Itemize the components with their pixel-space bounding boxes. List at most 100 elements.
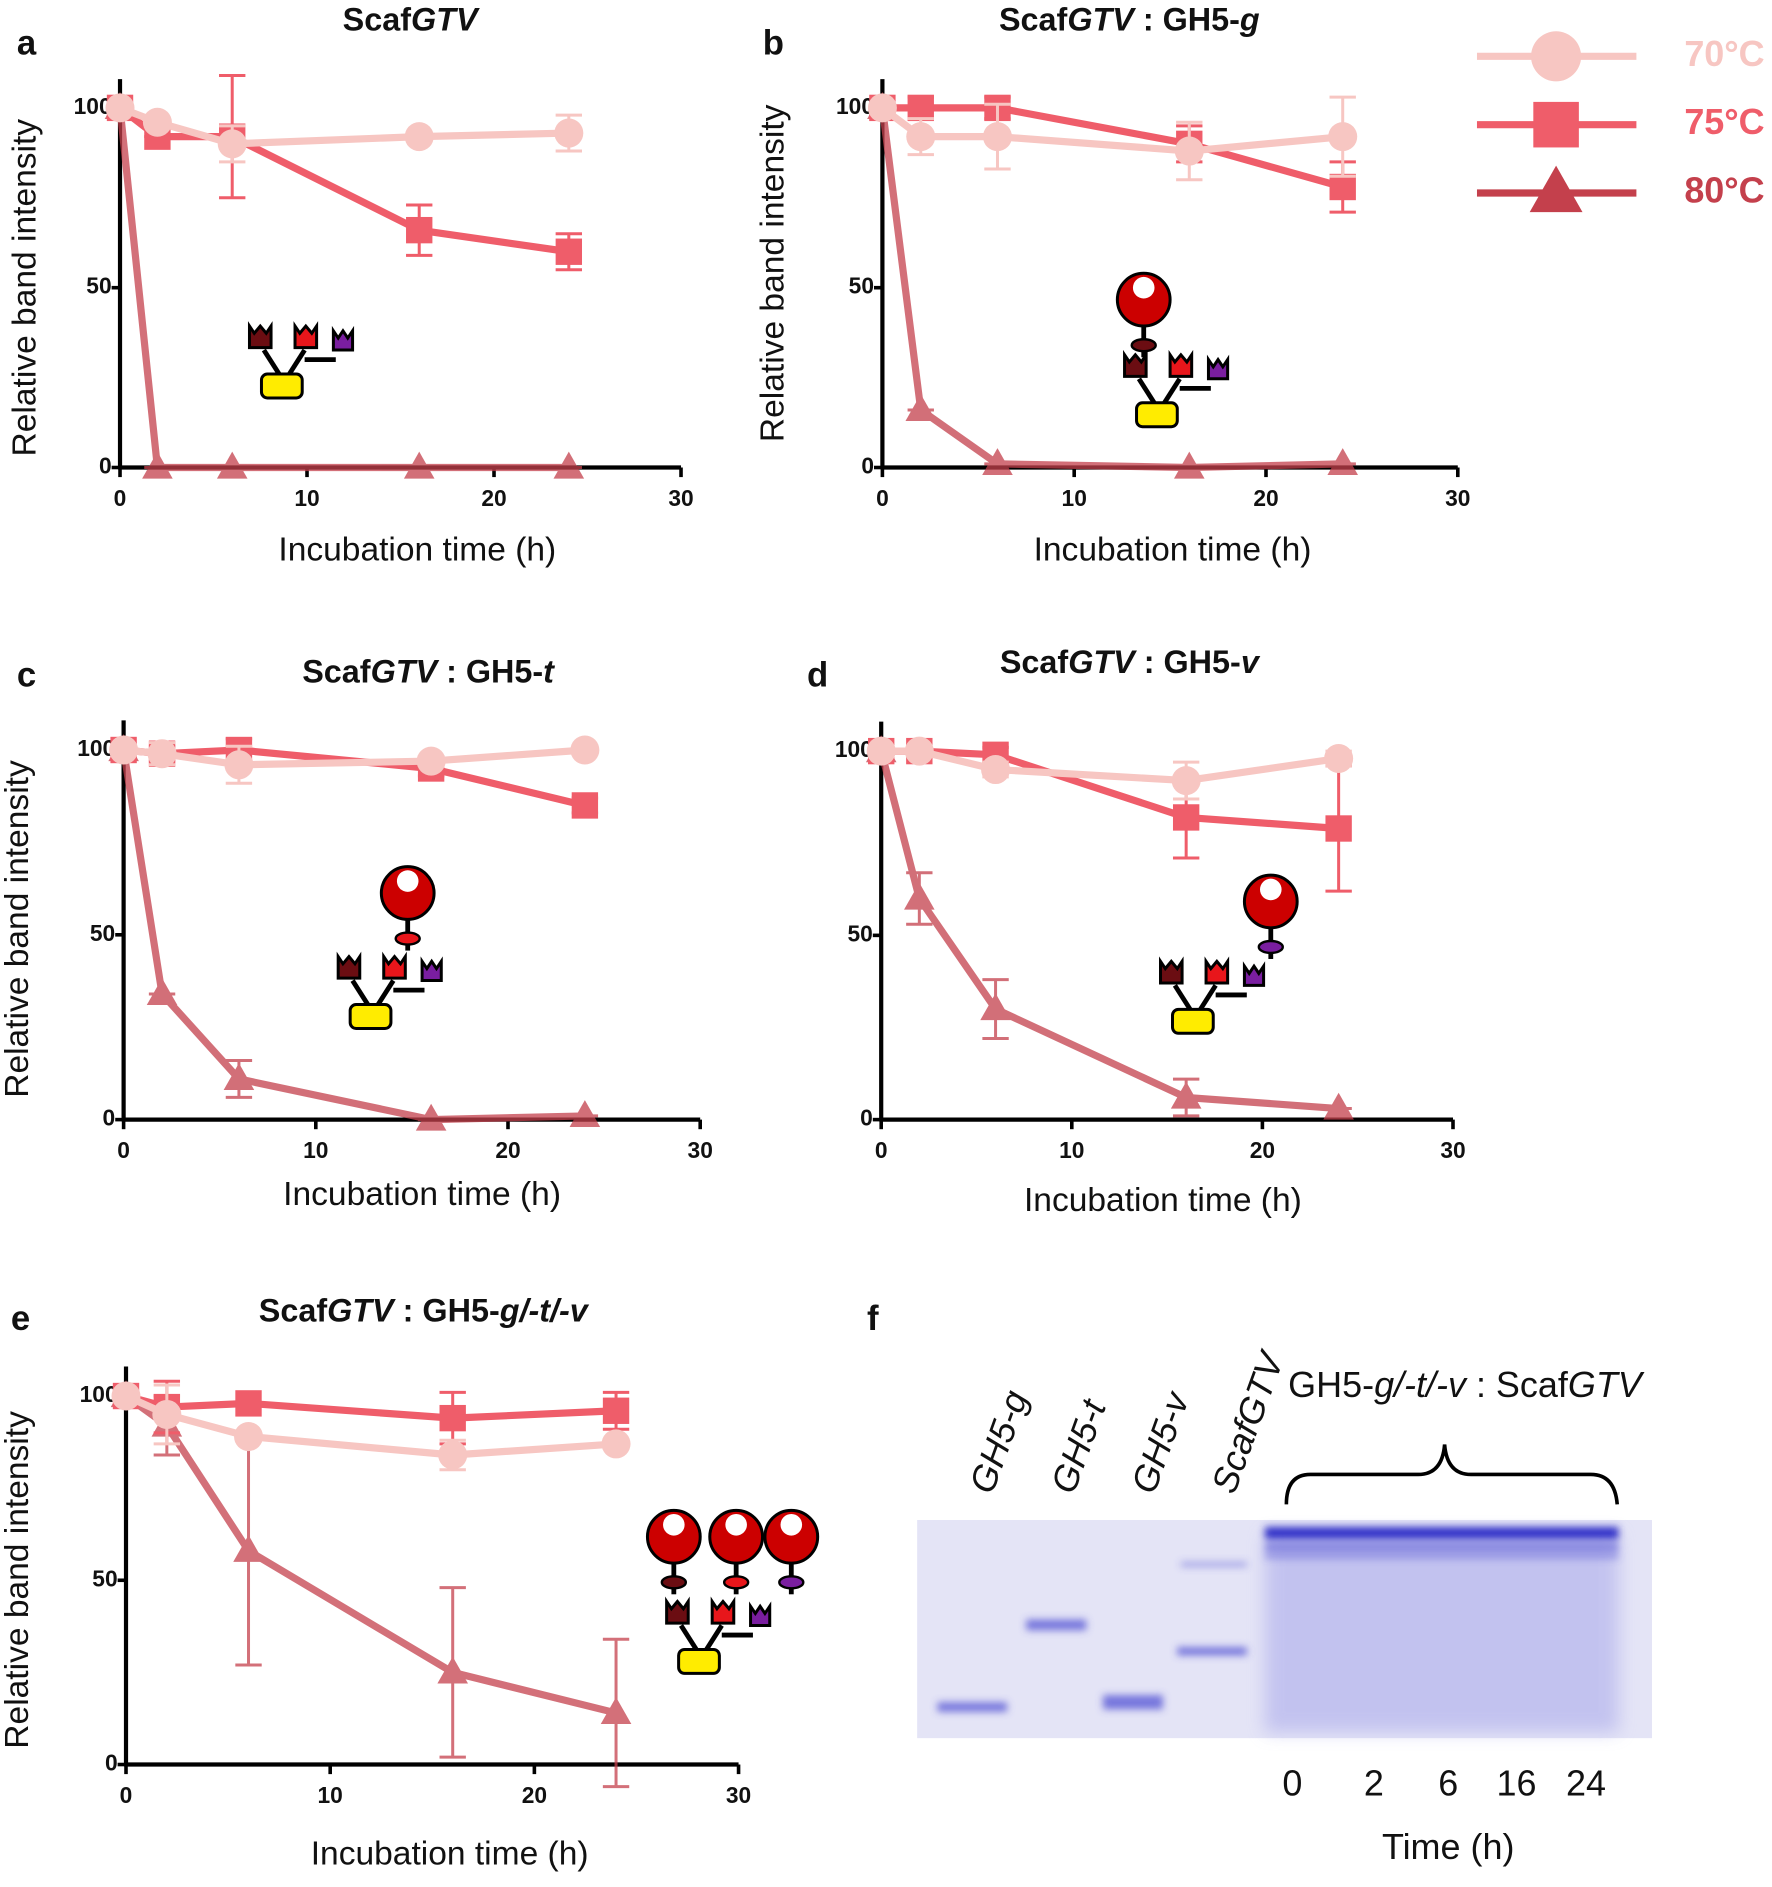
gel-header-part: GTV xyxy=(1568,1363,1645,1404)
x-tick-label: 20 xyxy=(481,485,506,511)
chart-title-part: GTV xyxy=(371,653,440,689)
y-tick-label: 100 xyxy=(836,93,874,119)
chart-title: ScafGTV : GH5-v xyxy=(1000,644,1261,680)
time-label: 16 xyxy=(1497,1763,1537,1804)
chart-title-part: GTV xyxy=(1067,1,1136,37)
data-point xyxy=(601,1429,631,1459)
x-tick-label: 10 xyxy=(1062,485,1087,511)
x-tick-label: 20 xyxy=(1253,485,1278,511)
data-point xyxy=(1170,1081,1202,1109)
gel-header: GH5-g/-t/-v : ScafGTV xyxy=(1288,1363,1645,1404)
data-point xyxy=(569,1100,601,1127)
x-tick-label: 30 xyxy=(1440,1137,1465,1163)
series xyxy=(869,94,1356,214)
series xyxy=(867,93,1358,182)
data-point xyxy=(403,451,435,479)
data-point xyxy=(982,448,1013,475)
x-tick-label: 0 xyxy=(875,1137,888,1163)
x-axis-title: Incubation time (h) xyxy=(311,1835,589,1872)
chart-title-part: Scaf xyxy=(259,1292,328,1328)
chart-title-part: : GH5- xyxy=(437,653,543,689)
data-point xyxy=(602,1397,630,1424)
gel-header-part: GH5- xyxy=(1288,1363,1374,1404)
y-axis-title: Relative band intensity xyxy=(754,104,791,442)
chart-title-part: g/-t/-v xyxy=(499,1292,590,1328)
data-point xyxy=(905,394,937,422)
data-point xyxy=(554,118,584,148)
data-point xyxy=(142,451,173,479)
data-point xyxy=(1328,122,1358,152)
series-line xyxy=(116,107,569,472)
series-line xyxy=(881,747,1340,785)
y-tick-label: 50 xyxy=(86,273,111,299)
data-point xyxy=(404,122,434,152)
data-point xyxy=(867,93,897,123)
panel-letter: a xyxy=(17,25,37,63)
data-point xyxy=(570,735,600,765)
data-point xyxy=(1323,1092,1354,1120)
data-point xyxy=(438,1440,468,1470)
series xyxy=(112,1379,630,1446)
series xyxy=(111,1381,631,1472)
data-point xyxy=(152,1399,182,1429)
data-point xyxy=(906,122,936,152)
data-point xyxy=(907,94,934,122)
chart-title: ScafGTV : GH5-t xyxy=(302,653,555,689)
time-axis-title: Time (h) xyxy=(1382,1826,1515,1867)
data-point xyxy=(416,746,446,776)
data-point xyxy=(981,755,1011,785)
legend-marker xyxy=(1531,31,1582,82)
x-tick-label: 10 xyxy=(294,485,319,511)
chart-title-part: v xyxy=(1241,644,1261,680)
panel-letter: d xyxy=(807,656,828,694)
x-axis-title: Incubation time (h) xyxy=(283,1176,561,1213)
chart-title-part: GTV xyxy=(1068,644,1137,680)
x-tick-label: 0 xyxy=(876,485,889,511)
chart-title: ScafGTV : GH5-g xyxy=(999,1,1260,37)
data-point xyxy=(147,739,177,769)
series xyxy=(106,74,583,272)
lane-label: GH5-v xyxy=(1123,1385,1198,1499)
y-axis-title: Relative band intensity xyxy=(0,1411,36,1749)
data-point xyxy=(1325,815,1352,842)
x-tick-label: 30 xyxy=(668,485,693,511)
series xyxy=(867,92,1359,479)
chart-title-part: : GH5- xyxy=(394,1292,500,1328)
y-tick-label: 100 xyxy=(77,735,115,761)
x-tick-label: 10 xyxy=(318,1782,343,1808)
x-tick-label: 30 xyxy=(726,1782,751,1808)
data-point xyxy=(1324,743,1354,773)
y-tick-label: 0 xyxy=(99,453,112,479)
x-tick-label: 20 xyxy=(1250,1137,1275,1163)
time-label: 6 xyxy=(1438,1763,1458,1804)
time-label: 2 xyxy=(1364,1763,1384,1804)
series-line xyxy=(125,1392,617,1422)
gel-header-part: g/-t/-v xyxy=(1374,1363,1468,1404)
x-tick-label: 20 xyxy=(495,1137,520,1163)
y-tick-label: 50 xyxy=(90,920,115,946)
x-tick-label: 10 xyxy=(303,1137,328,1163)
data-point xyxy=(980,993,1011,1021)
lane-label: ScafGTV xyxy=(1203,1344,1292,1498)
y-axis-title: Relative band intensity xyxy=(6,119,43,457)
y-axis-title: Relative band intensity xyxy=(0,760,36,1098)
chart-title-part: Scaf xyxy=(999,1,1068,37)
data-point xyxy=(1329,173,1356,201)
data-point xyxy=(904,882,935,910)
y-tick-label: 50 xyxy=(847,920,872,946)
panel-letter: b xyxy=(763,25,784,63)
time-label: 24 xyxy=(1566,1763,1606,1804)
legend-label: 75°C xyxy=(1684,101,1764,142)
series-line xyxy=(120,749,585,1124)
data-point xyxy=(553,451,585,479)
x-tick-label: 0 xyxy=(117,1137,130,1163)
series-line xyxy=(123,1393,617,1717)
data-point xyxy=(1174,136,1204,166)
data-point xyxy=(142,107,172,137)
data-point xyxy=(600,1697,632,1725)
series xyxy=(110,736,599,819)
chart-title-part: GTV xyxy=(327,1292,396,1328)
gel-header-part: : Scaf xyxy=(1466,1363,1569,1404)
data-point xyxy=(217,129,247,159)
data-point xyxy=(105,93,135,123)
